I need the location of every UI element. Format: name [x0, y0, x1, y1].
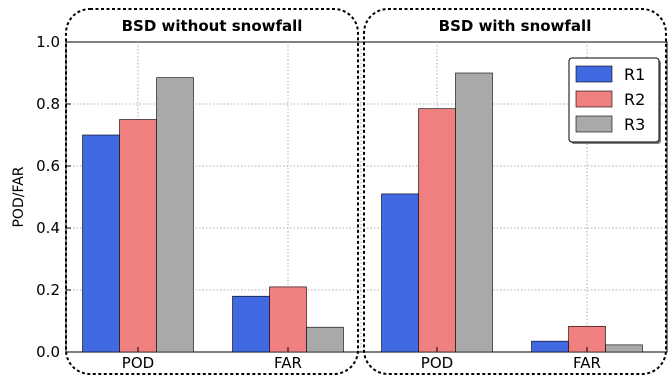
y-tick-label: 0.0: [36, 343, 60, 361]
panel-box: [65, 8, 359, 375]
axes: 0.0 0.2 0.4 0.6 0.8 1.0 POD FAR POD FAR: [36, 33, 601, 372]
x-tick-label: FAR: [274, 354, 302, 372]
y-tick-label: 0.6: [36, 157, 60, 175]
x-tick-label: POD: [122, 354, 154, 372]
legend: R1 R2 R3: [568, 57, 661, 144]
legend-label: R2: [624, 90, 645, 109]
legend-swatch: [575, 115, 613, 133]
y-axis-label: POD/FAR: [11, 166, 27, 227]
panel-title: BSD without snowfall: [122, 17, 303, 35]
legend-label: R3: [624, 115, 645, 134]
bar: [531, 340, 569, 353]
panel-title: BSD with snowfall: [439, 17, 592, 35]
y-tick-label: 1.0: [36, 33, 60, 51]
panel-box: [363, 8, 667, 375]
bar: [119, 119, 157, 353]
bars: [82, 72, 643, 353]
bar: [269, 286, 307, 353]
legend-label: R1: [624, 65, 645, 84]
bar: [306, 326, 344, 353]
panel-boxes: BSD without snowfall BSD with snowfall: [65, 8, 667, 375]
y-tick-label: 0.8: [36, 95, 60, 113]
bar: [418, 108, 456, 353]
bar: [605, 344, 643, 353]
x-tick-label: FAR: [573, 354, 601, 372]
legend-swatch: [575, 65, 613, 83]
bar: [232, 295, 270, 353]
bar: [156, 77, 194, 353]
bar: [82, 134, 120, 353]
x-tick-label: POD: [421, 354, 453, 372]
legend-swatch: [575, 90, 613, 108]
y-tick-label: 0.4: [36, 219, 60, 237]
y-tick-label: 0.2: [36, 281, 60, 299]
bar: [381, 193, 419, 353]
bar: [455, 72, 493, 353]
